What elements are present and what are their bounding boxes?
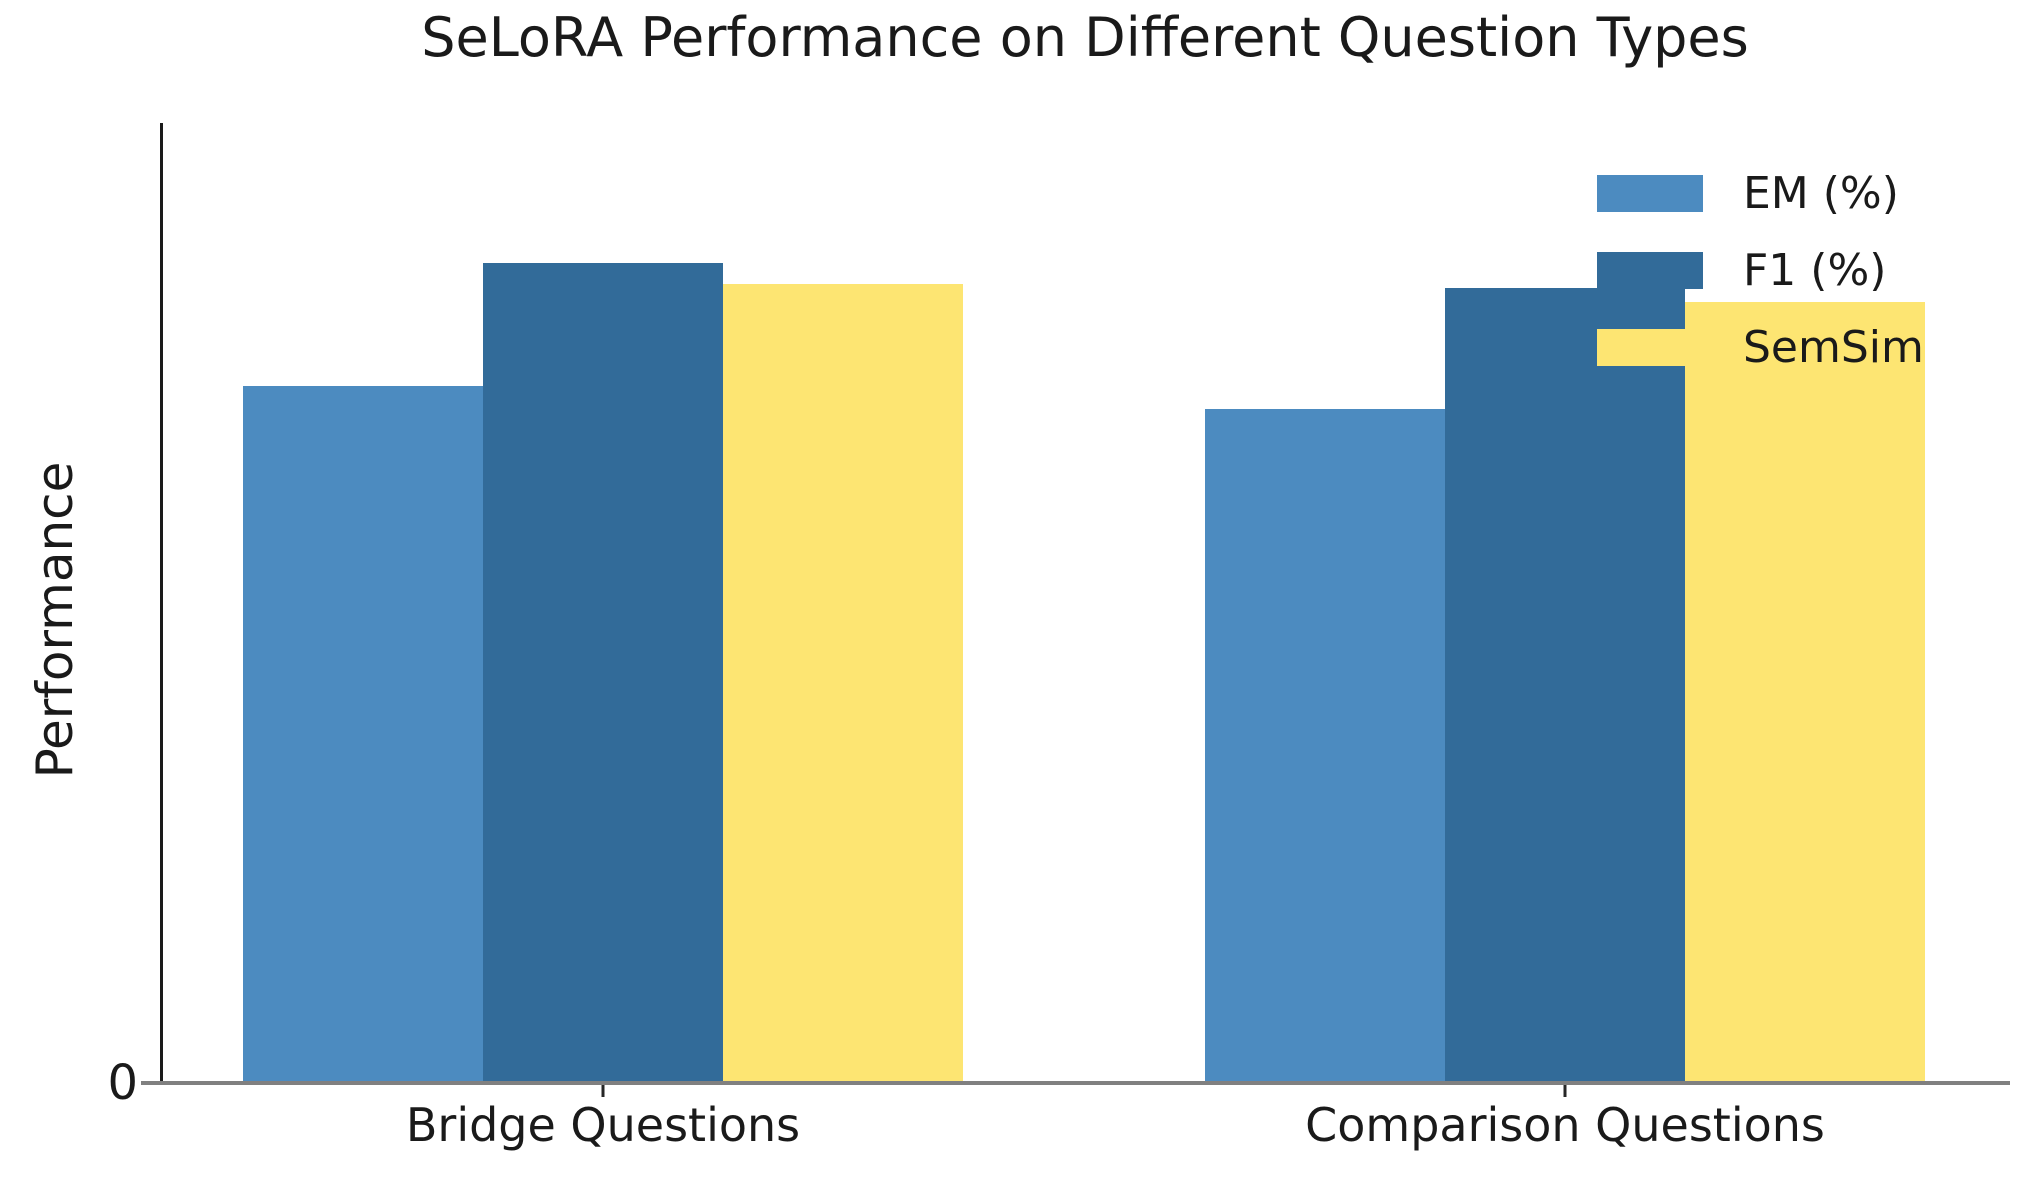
legend-swatch-icon	[1597, 252, 1703, 289]
legend-label: SemSim	[1743, 322, 1924, 373]
bar-em-group0	[243, 386, 483, 1083]
chart-title: SeLoRA Performance on Different Question…	[421, 6, 1749, 69]
legend: EM (%) F1 (%) SemSim	[1597, 168, 1924, 406]
x-tick-label-bridge-questions: Bridge Questions	[405, 1098, 801, 1152]
bar-em-group1	[1205, 409, 1445, 1083]
y-tick-mark-zero	[141, 1081, 160, 1085]
x-tick-mark-bridge	[601, 1085, 605, 1097]
plot-area	[160, 123, 2010, 1083]
legend-item-f1: F1 (%)	[1597, 245, 1924, 296]
legend-swatch-icon	[1597, 175, 1703, 212]
legend-swatch-icon	[1597, 329, 1703, 366]
y-tick-label-zero: 0	[107, 1055, 138, 1111]
y-axis-label: Performance	[26, 461, 84, 779]
bar-semsim-group1	[1685, 302, 1925, 1083]
x-tick-mark-comparison	[1563, 1085, 1567, 1097]
legend-item-semsim: SemSim	[1597, 322, 1924, 373]
bar-semsim-group0	[723, 284, 963, 1083]
bar-f1-group0	[483, 263, 723, 1083]
legend-item-em: EM (%)	[1597, 168, 1924, 219]
x-axis-line	[160, 1081, 2010, 1085]
x-tick-label-comparison-questions: Comparison Questions	[1305, 1098, 1825, 1152]
legend-label: EM (%)	[1743, 168, 1899, 219]
bar-f1-group1	[1445, 288, 1685, 1083]
y-axis-spine	[160, 123, 163, 1085]
legend-label: F1 (%)	[1743, 245, 1887, 296]
